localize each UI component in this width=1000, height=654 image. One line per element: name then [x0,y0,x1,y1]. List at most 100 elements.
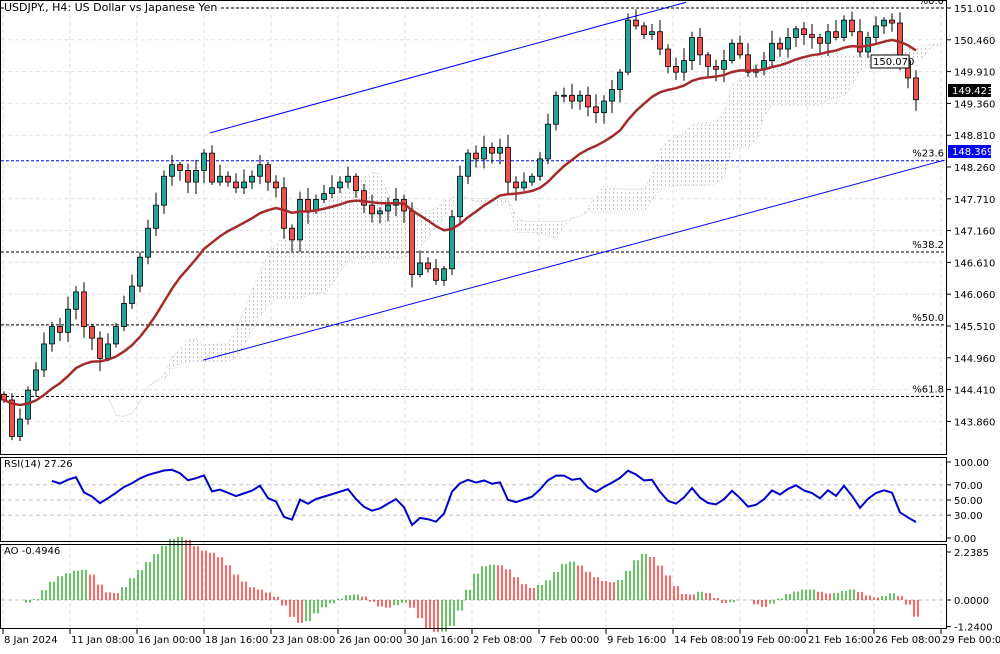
candle-bear [265,164,271,183]
y-tick-label: 147.710 [954,195,995,206]
moving-average [3,38,917,407]
panel-frames [0,0,947,629]
x-tick-label: 23 Jan 08:00 [272,635,335,646]
candle-bear [697,37,703,56]
candle-bear [425,262,431,270]
candle-bear [185,170,191,183]
ao-indicator: 2.2385 0.0000 -1.2400 [1,536,993,634]
candle-bull [417,262,423,275]
candle-bear [657,31,663,50]
price-channel [203,1,945,361]
candle-bear [473,152,479,160]
candle-bear [57,326,63,333]
candle-bear [369,204,375,215]
candle-bull [377,210,383,215]
candle-bull [105,343,111,359]
candle-bull [521,181,527,189]
rsi-tick-label: 100.00 [954,458,989,469]
x-tick-label: 26 Feb 08:00 [875,635,941,646]
candle-bull [649,31,655,35]
x-tick-label: 16 Jan 00:00 [138,635,201,646]
price-axis[interactable]: 151.010 150.460 149.910 149.360 148.810 148.2… [947,4,995,428]
candle-bull [873,25,879,38]
channel-lower-line [203,159,945,361]
candle-bull [577,94,583,102]
candle-bull [241,181,247,189]
candle-bear [89,326,95,339]
candle-bull [385,204,391,212]
y-tick-label: 148.260 [954,163,995,174]
candle-bull [785,37,791,50]
candle-bear [273,181,279,189]
candle-bear [737,42,743,56]
candle-bear [665,48,671,67]
candle-bull [769,42,775,62]
candle-bull [201,152,207,171]
candle-bear [289,227,295,241]
fib-label: %0.0 [919,0,944,7]
y-tick-label: 147.160 [954,227,995,238]
candle-bull [457,175,463,218]
chart-title: USDJPY., H4: US Dollar vs Japanese Yen [4,1,221,14]
candle-bull [41,343,47,371]
line-price-tag: 148.369 [952,147,993,158]
candle-bear [489,146,495,154]
candle-bull [681,60,687,73]
x-tick-label: 30 Jan 16:00 [406,635,469,646]
candle-bear [505,146,511,183]
candle-bull [601,100,607,114]
candle-bear [849,19,855,33]
candle-bull [881,19,887,27]
candle-bull [337,181,343,189]
price-tags: 149.423 148.369 150.070 [870,54,993,158]
candle-bull [257,164,263,177]
rsi-label: RSI(14) 27.26 [4,459,75,470]
channel-upper-line [209,1,687,134]
rsi-tick-label: 50.00 [954,496,983,507]
candle-bear [705,54,711,67]
x-tick-label: 14 Feb 08:00 [674,635,740,646]
candle-bull [441,268,447,281]
candle-bear [433,268,439,281]
candle-bull [793,28,799,38]
candle-bull [137,256,143,287]
candle-bull [617,71,623,90]
time-axis[interactable]: 8 Jan 2024 11 Jan 08:00 16 Jan 00:00 18 Jan… [2,629,1000,646]
y-tick-label: 146.610 [954,258,995,269]
candle-bull [73,291,79,310]
y-tick-label: 144.410 [954,386,995,397]
candle-bull [33,369,39,391]
candle-bull [449,216,455,270]
candle-bull [625,19,631,73]
candle-bear [353,175,359,192]
candle-bear [857,31,863,53]
candle-bull [561,94,567,97]
y-tick-label: 150.460 [954,36,995,47]
candles [1,9,919,441]
ao-tick-label: 0.0000 [954,596,989,607]
candle-bull [121,303,127,327]
candle-bull [249,175,255,183]
candle-bear [585,94,591,108]
candle-bear [233,181,239,189]
candle-bull [193,170,199,183]
candle-bull [481,146,487,160]
ao-label: AO -0.4946 [4,546,63,557]
x-tick-label: 29 Feb 00:00 [942,635,1000,646]
candle-bull [721,60,727,70]
candle-bear [673,65,679,73]
candle-bull [553,94,559,125]
rsi-tick-label: 0.00 [954,534,976,545]
candle-bear [801,28,807,35]
y-tick-label: 149.910 [954,68,995,79]
fib-label: %38.2 [912,240,944,251]
candle-bear [641,25,647,35]
candle-bear [81,291,87,327]
candle-bear [713,65,719,70]
x-tick-label: 8 Jan 2024 [4,635,58,646]
fibonacci-levels: %0.0 %23.6 %38.2 %50.0 %61.8 [1,0,946,398]
y-tick-label: 149.360 [954,99,995,110]
ichimoku-cloud [107,43,941,417]
